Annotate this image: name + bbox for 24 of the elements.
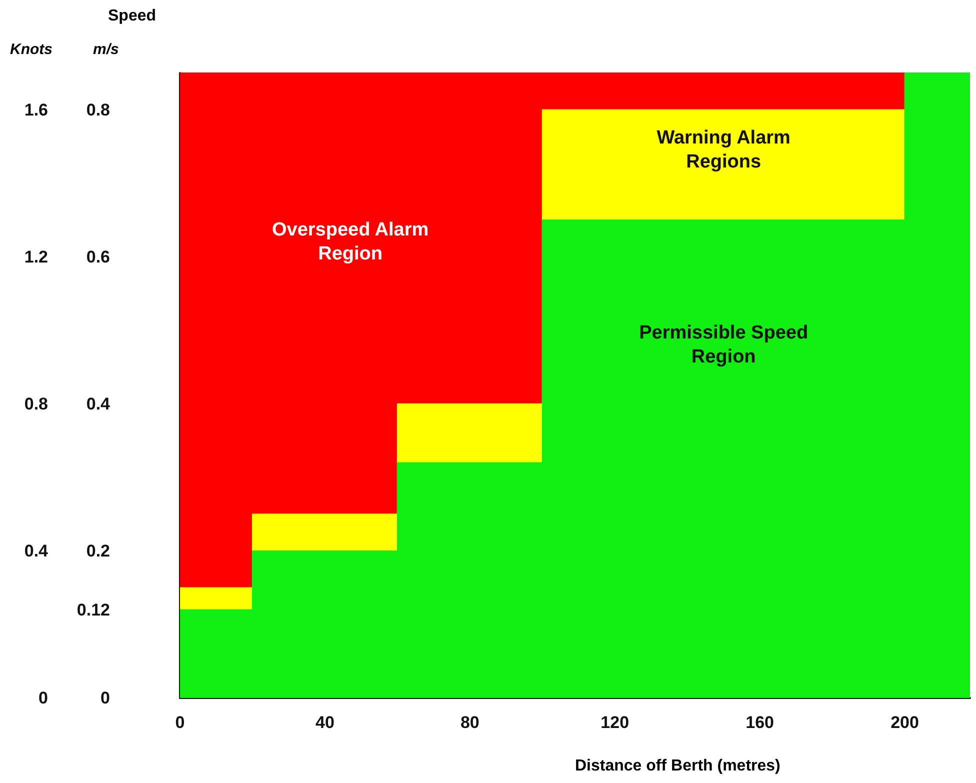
y-tick-label: 0.6 (86, 247, 110, 266)
y-tick-label: 0.8 (86, 100, 110, 120)
y2-tick-label: 1.6 (24, 100, 48, 120)
x-tick-label: 80 (460, 713, 480, 732)
text: Speed (108, 8, 156, 24)
x-tick-label: 120 (600, 713, 630, 732)
y-tick-label: 0.4 (86, 394, 111, 414)
x-tick-label: 0 (175, 713, 185, 732)
y-tick-label: 0.12 (76, 600, 110, 620)
y2-tick-label: 0.8 (24, 394, 48, 414)
series-label: Permissible Speed Region (639, 322, 808, 368)
x-tick-label: 40 (315, 713, 334, 732)
y-axis-title: m/s (93, 41, 119, 58)
y-tick-label: 0 (100, 688, 110, 708)
series-label: Overspeed Alarm Region (272, 220, 429, 265)
x-tick-label: 160 (746, 713, 774, 732)
y2-tick-label: 1.2 (24, 247, 48, 266)
y2-tick-label: 0.4 (24, 541, 49, 560)
x-tick-label: 200 (890, 713, 919, 732)
y2-axis-title: Knots (10, 41, 52, 58)
y-tick-label: 0.2 (86, 541, 110, 560)
series-label: Warning Alarm Regions (656, 128, 790, 173)
x-axis-title: Distance off Berth (metres) (575, 758, 780, 774)
y2-tick-label: 0 (38, 688, 48, 708)
